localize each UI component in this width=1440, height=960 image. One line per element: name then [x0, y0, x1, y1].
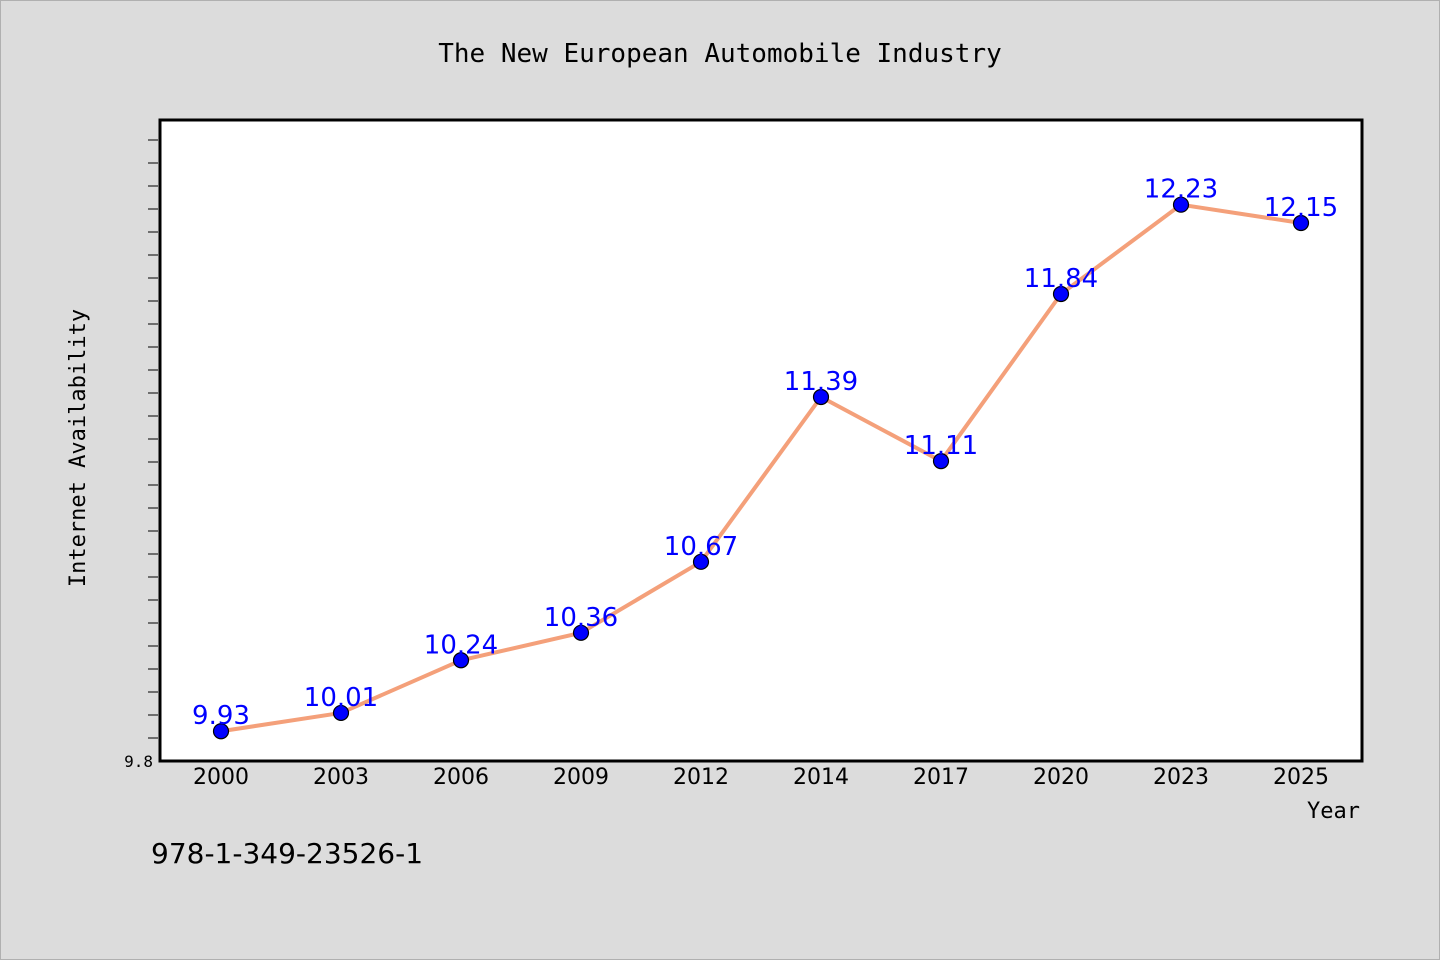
x-tick-label: 2009 [553, 765, 609, 790]
x-tick-label: 2023 [1153, 765, 1209, 790]
x-tick-label: 2012 [673, 765, 729, 790]
data-label: 10.67 [664, 532, 738, 562]
footer-isbn: 978-1-349-23526-1 [151, 837, 423, 870]
x-tick-label: 2020 [1033, 765, 1089, 790]
data-point [812, 388, 830, 406]
data-label: 10.01 [304, 683, 378, 713]
y-axis-ticks [148, 139, 158, 739]
data-point [692, 553, 710, 570]
x-tick-label: 2003 [313, 765, 369, 790]
series-line [220, 202, 1302, 734]
data-label: 11.39 [784, 367, 858, 397]
series-0: 9.93 10.01 10.24 10.36 10.67 11.39 11.11 11.84 1… [192, 175, 1338, 740]
x-tick-labels: 2000 2003 2006 2009 2012 2014 2017 2020 2023 2025 [193, 765, 1329, 790]
chart-title: The New European Automobile Industry [438, 39, 1002, 69]
series-markers [212, 196, 1310, 740]
data-point [212, 723, 230, 740]
y-tick-labels: 9.8 [124, 752, 153, 771]
data-point [1292, 214, 1310, 232]
data-label: 11.84 [1024, 264, 1098, 294]
series-data-labels: 9.93 10.01 10.24 10.36 10.67 11.39 11.11 11.84 1… [192, 175, 1338, 732]
data-point [452, 652, 470, 669]
x-tick-label: 2006 [433, 765, 489, 790]
data-label: 10.36 [544, 603, 618, 633]
data-label: 10.24 [424, 630, 498, 660]
y-axis-label: Internet Availability [66, 309, 91, 587]
data-point [1052, 285, 1070, 303]
x-tick-label: 2025 [1273, 765, 1329, 790]
data-point [572, 624, 590, 641]
y-tick-label: 9.8 [124, 752, 153, 771]
x-tick-label: 2000 [193, 765, 249, 790]
data-label: 9.93 [192, 701, 250, 731]
x-tick-label: 2017 [913, 765, 969, 790]
data-label: 12.23 [1144, 175, 1218, 205]
plot-area [158, 118, 1364, 763]
data-point [332, 704, 350, 722]
x-axis-label: Year [1307, 799, 1360, 824]
x-tick-label: 2014 [793, 765, 849, 790]
data-label: 11.11 [904, 431, 978, 461]
data-point [1172, 196, 1190, 213]
data-point [932, 453, 950, 470]
data-label: 12.15 [1264, 193, 1338, 223]
